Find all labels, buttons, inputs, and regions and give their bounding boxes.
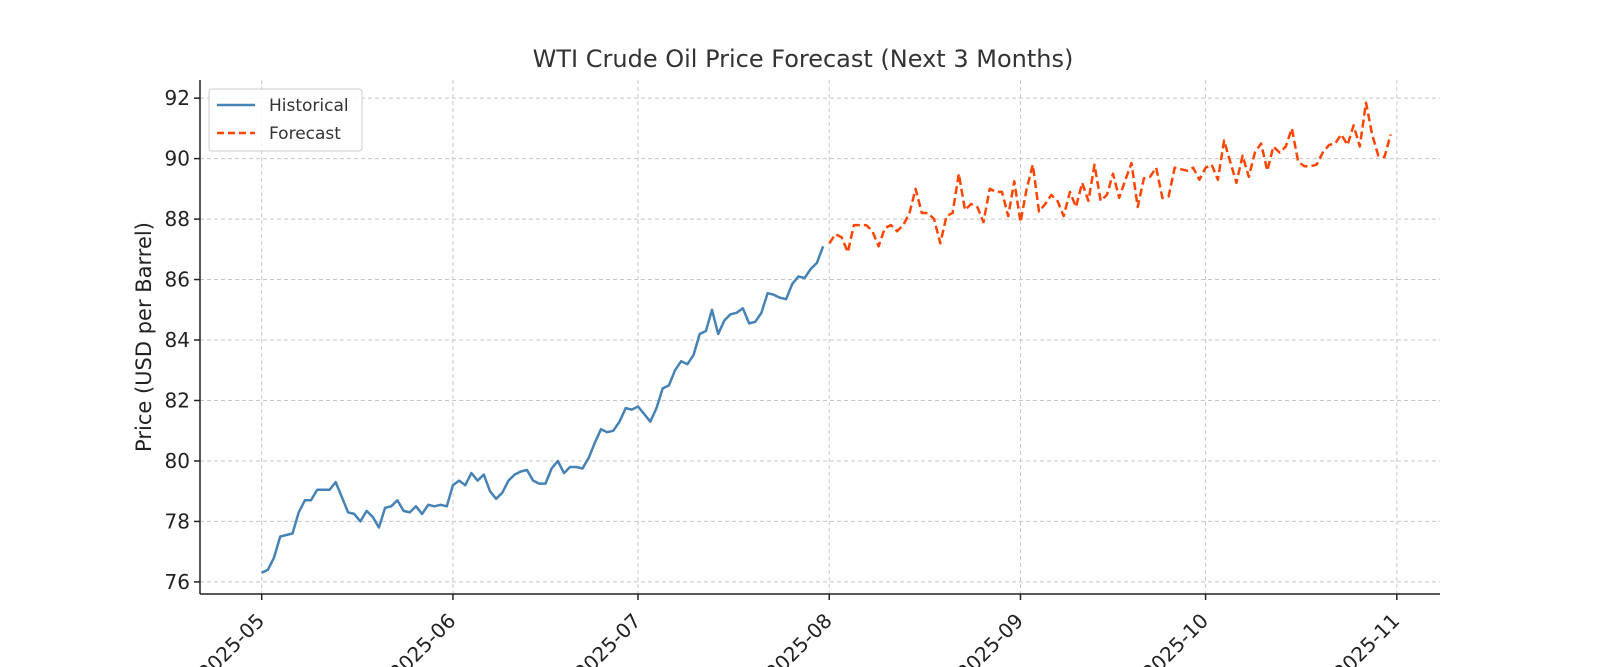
x-tick-label: 2025-07: [569, 609, 645, 667]
legend-label-forecast: Forecast: [269, 124, 341, 144]
x-tick-label: 2025-08: [761, 609, 837, 667]
x-tick-label: 2025-10: [1137, 609, 1213, 667]
y-tick-label: 78: [165, 509, 190, 533]
y-tick-label: 88: [165, 207, 190, 231]
y-tick-label: 92: [165, 86, 190, 110]
x-tick-label: 2025-09: [952, 609, 1028, 667]
series-line-forecast: [828, 101, 1392, 254]
x-tick-label: 2025-06: [384, 609, 460, 667]
y-tick-label: 86: [165, 268, 190, 292]
series-line-historical: [261, 245, 825, 574]
grid: [200, 80, 1440, 594]
x-ticks: 2025-05 2025-06 2025-07 2025-08 2025-09 2025-…: [193, 594, 1404, 667]
chart-title: WTI Crude Oil Price Forecast (Next 3 Mon…: [533, 45, 1074, 73]
y-tick-label: 80: [165, 449, 190, 473]
y-tick-label: 90: [165, 147, 190, 171]
axes: [199, 80, 1440, 595]
y-ticks: 76 78 80 82 84 86 88 90 92: [165, 86, 200, 594]
y-tick-label: 82: [165, 388, 190, 412]
y-axis-label: Price (USD per Barrel): [132, 222, 156, 452]
x-tick-label: 2025-05: [193, 609, 269, 667]
y-tick-label: 76: [165, 570, 190, 594]
legend-label-historical: Historical: [269, 96, 349, 116]
y-tick-label: 84: [165, 328, 190, 352]
legend: Historical Forecast: [208, 88, 363, 152]
x-tick-label: 2025-11: [1328, 609, 1404, 667]
series-layer: [261, 101, 1392, 574]
